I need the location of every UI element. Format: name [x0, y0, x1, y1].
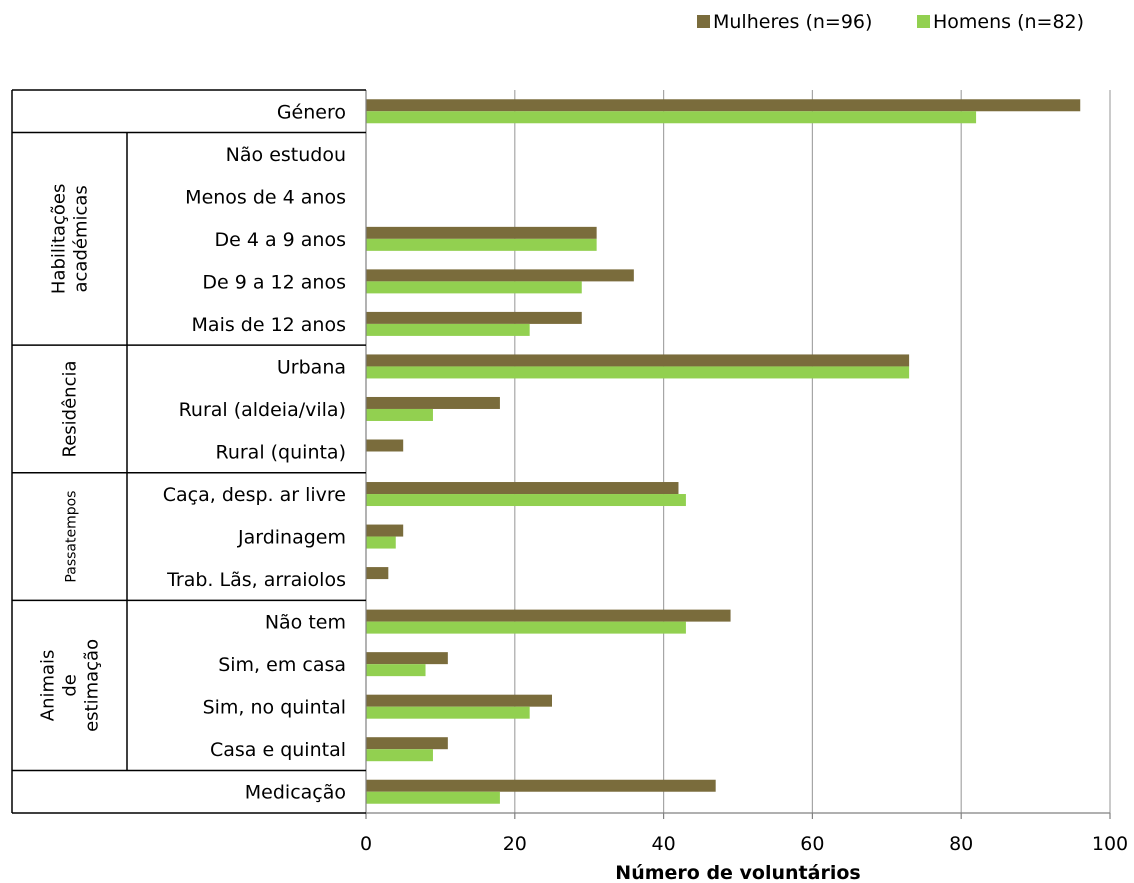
- bar-homens-0: [366, 111, 977, 124]
- category-label-10: Jardinagem: [237, 527, 346, 549]
- group-label-2: Residência: [60, 360, 81, 457]
- bar-mulheres-9: [366, 482, 679, 495]
- legend: Mulheres (n=96) Homens (n=82): [697, 11, 1084, 33]
- category-label-2: Menos de 4 anos: [185, 186, 346, 208]
- category-label-12: Não tem: [265, 612, 346, 634]
- category-table: Habilitaçõesacadémicas Residência Passatem…: [11, 89, 366, 814]
- x-tick-label-20: 20: [503, 833, 527, 855]
- bar-homens-10: [366, 536, 396, 549]
- x-tick-label-100: 100: [1092, 833, 1128, 855]
- category-label-1: Não estudou: [226, 144, 346, 166]
- category-label-14: Sim, no quintal: [203, 697, 346, 719]
- category-label-6: Urbana: [277, 356, 346, 378]
- bar-mulheres-3: [366, 226, 597, 239]
- category-label-0: Género: [277, 101, 346, 123]
- group-label-1: Habilitaçõesacadémicas: [49, 184, 92, 294]
- bar-mulheres-11: [366, 567, 389, 580]
- bar-mulheres-8: [366, 439, 404, 452]
- bar-homens-6: [366, 366, 910, 379]
- bar-mulheres-12: [366, 609, 731, 622]
- bar-mulheres-6: [366, 354, 910, 367]
- gridlines: [514, 90, 1111, 813]
- bars: [366, 99, 1081, 804]
- x-axis: 0 20 40 60 80 100: [360, 90, 1128, 855]
- x-tick-label-60: 60: [800, 833, 824, 855]
- x-tick-label-40: 40: [652, 833, 676, 855]
- category-label-11: Trab. Lãs, arraiolos: [166, 569, 346, 591]
- bar-mulheres-16: [366, 779, 716, 792]
- category-label-7: Rural (aldeia/vila): [179, 399, 346, 421]
- bar-homens-14: [366, 706, 530, 719]
- bar-mulheres-15: [366, 737, 448, 750]
- bar-mulheres-14: [366, 694, 552, 707]
- bar-mulheres-7: [366, 396, 500, 409]
- x-axis-title: Número de voluntários: [615, 862, 860, 883]
- legend-swatch-1: [917, 15, 930, 28]
- group-label-4: Animaisdeestimação: [38, 639, 103, 732]
- category-label-9: Caça, desp. ar livre: [163, 484, 346, 506]
- bar-homens-15: [366, 749, 433, 762]
- x-tick-label-0: 0: [360, 833, 372, 855]
- legend-label-0: Mulheres (n=96): [713, 11, 872, 33]
- bar-mulheres-0: [366, 99, 1081, 112]
- x-tick-label-80: 80: [949, 833, 973, 855]
- legend-label-1: Homens (n=82): [933, 11, 1084, 33]
- bar-homens-9: [366, 494, 686, 507]
- bar-mulheres-13: [366, 652, 448, 665]
- bar-homens-3: [366, 238, 597, 251]
- category-label-15: Casa e quintal: [210, 739, 346, 761]
- category-label-3: De 4 a 9 anos: [214, 229, 346, 251]
- bar-mulheres-10: [366, 524, 404, 537]
- category-label-8: Rural (quinta): [215, 442, 346, 464]
- category-label-5: Mais de 12 anos: [192, 314, 346, 336]
- category-label-16: Medicação: [245, 782, 346, 804]
- category-label-4: De 9 a 12 anos: [202, 271, 346, 293]
- category-label-13: Sim, em casa: [218, 654, 346, 676]
- bar-homens-12: [366, 621, 686, 634]
- bar-homens-7: [366, 408, 433, 421]
- bar-homens-5: [366, 323, 530, 336]
- bar-homens-16: [366, 791, 500, 804]
- bar-mulheres-4: [366, 269, 634, 282]
- bar-homens-4: [366, 281, 582, 294]
- legend-swatch-0: [697, 15, 710, 28]
- group-label-3: Passatempos: [64, 491, 80, 583]
- bar-homens-13: [366, 664, 426, 677]
- bar-mulheres-5: [366, 311, 582, 324]
